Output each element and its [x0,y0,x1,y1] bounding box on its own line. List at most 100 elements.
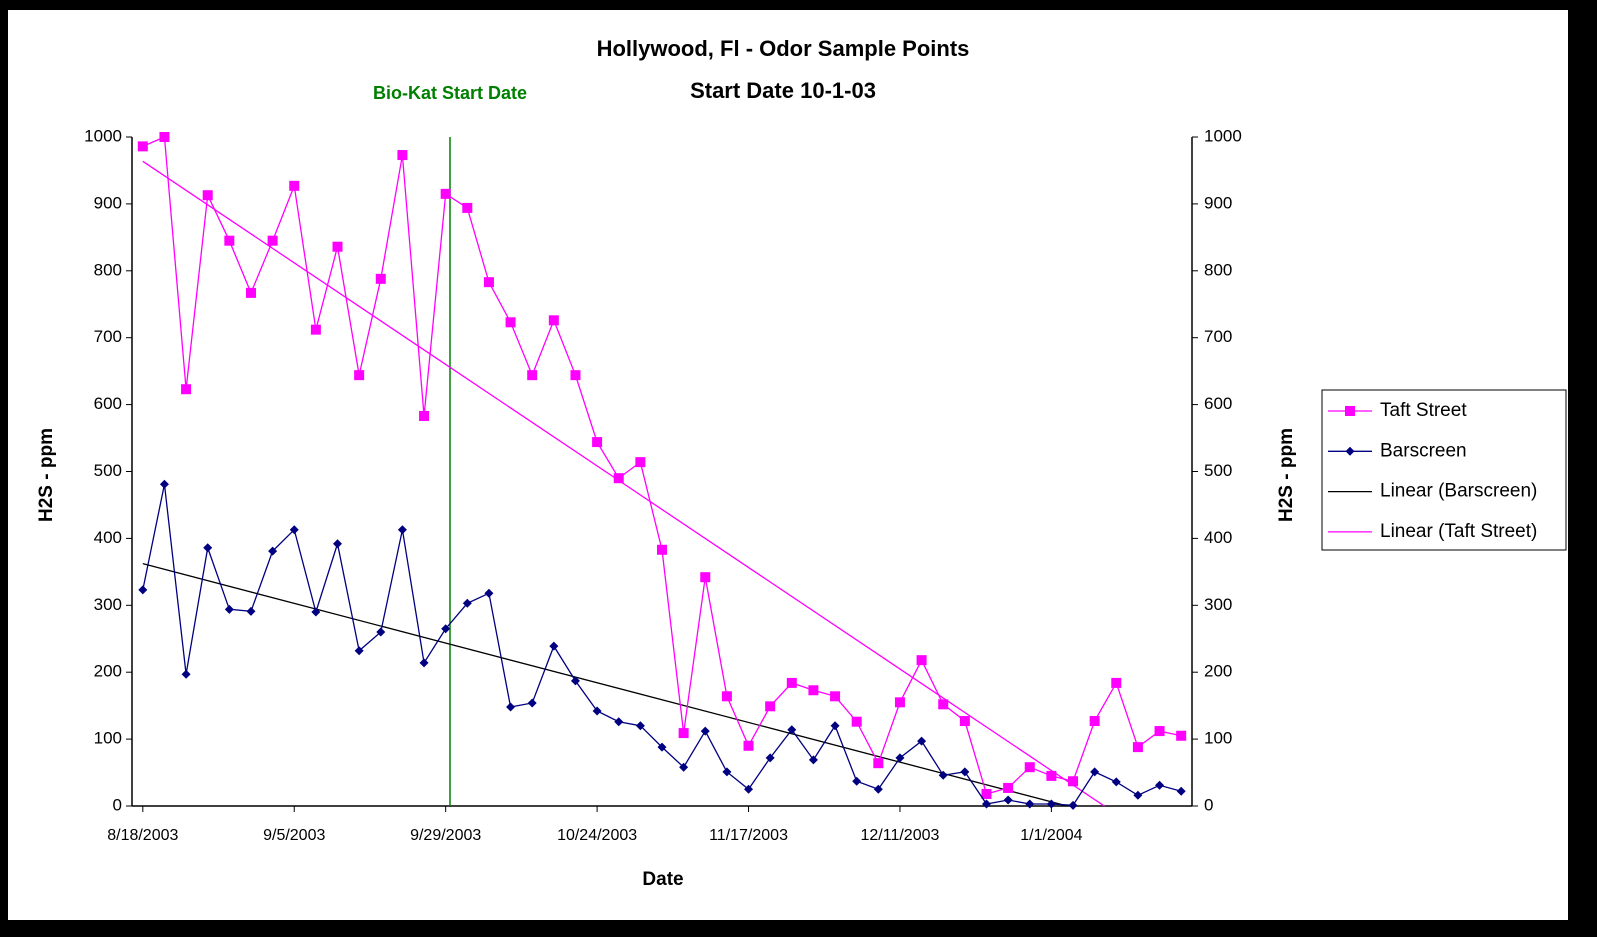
y-tick-label: 300 [94,595,122,614]
legend-marker [1345,446,1355,456]
y-tick-label: 0 [113,795,122,814]
data-point [505,317,516,328]
data-point [1068,776,1079,787]
data-point [635,721,645,731]
data-point [679,762,689,772]
data-point [376,627,386,637]
data-point [700,726,710,736]
data-point [267,235,278,246]
data-point [613,473,624,484]
data-point [506,702,516,712]
data-point [202,190,213,201]
data-point [1154,726,1165,737]
y-tick-label: 200 [94,662,122,681]
data-point [765,753,775,763]
legend-label: Taft Street [1380,400,1467,421]
y-tick-label: 100 [94,729,122,748]
data-point [765,701,776,712]
y-tick-label: 1000 [84,126,122,145]
data-point [441,624,451,634]
data-point [462,598,472,608]
data-point [354,370,365,381]
legend-label: Linear (Barscreen) [1380,481,1537,502]
data-point [159,132,170,142]
trendline [142,160,1106,806]
data-point [268,546,278,556]
data-point [592,437,603,448]
data-point [1046,770,1057,781]
data-point [246,606,256,616]
y-tick-label: 800 [94,260,122,279]
data-point [830,721,840,731]
data-point [808,685,819,696]
data-point [527,698,537,708]
data-point [310,324,321,335]
data-point [570,370,581,381]
data-point [743,740,754,751]
y2-tick-label: 400 [1204,528,1232,547]
data-point [440,188,451,199]
y2-tick-label: 0 [1204,795,1213,814]
data-point [1133,790,1143,800]
data-point [548,315,559,326]
data-point [1003,782,1014,793]
data-point [1132,742,1143,753]
data-point [1068,800,1078,810]
data-point [635,457,646,468]
data-point [721,691,732,702]
x-tick-label: 10/24/2003 [557,827,637,844]
data-point [938,699,949,710]
data-point [137,141,148,152]
data-point [181,669,191,679]
data-point [722,767,732,777]
data-point [657,544,667,555]
chart-subtitle: Start Date 10-1-03 [690,78,876,103]
y2-axis-label: H2S - ppm [1276,428,1297,522]
data-point [744,784,754,794]
data-point [1155,780,1165,790]
y2-tick-label: 500 [1204,461,1232,480]
data-point [375,273,386,284]
data-point [592,706,602,716]
x-tick-label: 11/17/2003 [709,827,788,844]
data-point [245,287,256,298]
data-point [1025,799,1035,809]
y2-tick-label: 600 [1204,394,1232,413]
data-point [483,277,494,288]
annotation: Bio-Kat Start Date [373,83,527,103]
data-point [678,728,689,739]
data-point [311,607,321,617]
data-point [419,410,430,421]
data-point [917,736,927,746]
data-point [1024,762,1035,773]
data-point [462,202,473,213]
y-tick-label: 500 [94,461,122,480]
data-point [895,753,905,763]
legend-box [1321,389,1567,551]
data-point [787,725,797,735]
data-point [981,788,992,799]
y2-tick-label: 200 [1204,662,1232,681]
data-point [700,572,711,583]
data-point [419,658,429,668]
data-point [808,755,818,765]
data-point [1176,730,1187,741]
data-point [959,716,970,727]
data-point [851,716,862,727]
data-point [332,241,343,252]
data-point [830,691,841,702]
chart-title: Hollywood, Fl - Odor Sample Points [597,36,970,61]
data-point [873,784,883,794]
data-point [527,370,538,381]
data-point [354,646,364,656]
data-point [938,770,948,780]
y2-tick-label: 800 [1204,260,1232,279]
x-tick-label: 8/18/2003 [107,827,178,844]
data-point [159,479,169,489]
data-point [289,180,300,191]
data-point [1003,795,1013,805]
y-axis-label: H2S - ppm [36,428,57,522]
data-point [894,697,905,708]
y2-tick-label: 1000 [1204,126,1242,145]
